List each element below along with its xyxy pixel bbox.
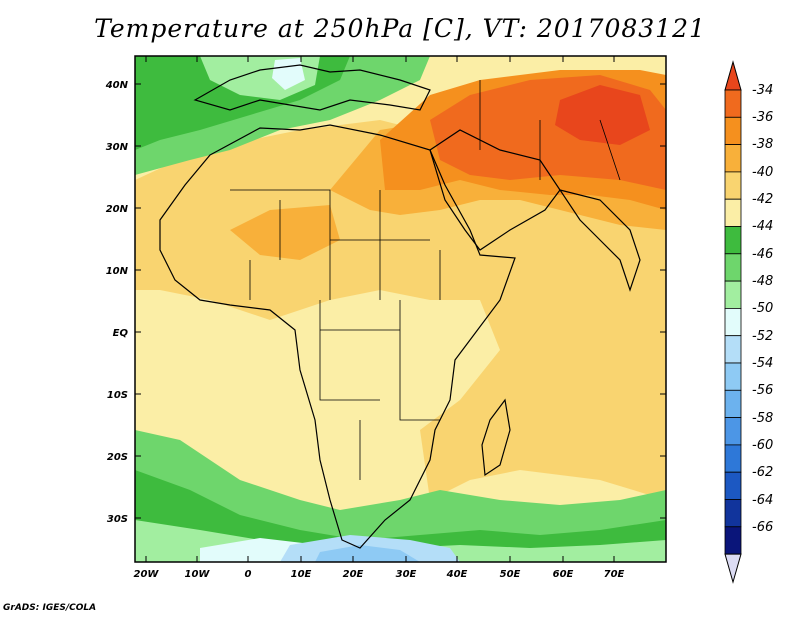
- lat-labels: 40N 30N 20N 10N EQ 10S 20S 30S: [105, 80, 129, 525]
- field-hottest-region: [555, 85, 650, 145]
- axis-ticks: [135, 56, 666, 562]
- lat-label: 10N: [106, 266, 129, 277]
- colorbar-swatch: [724, 471, 742, 500]
- lon-label: 60E: [553, 569, 574, 580]
- colorbar-level-label: -48: [752, 274, 773, 289]
- colorbar-level-label: -36: [752, 110, 773, 125]
- colorbar-level-label: -58: [752, 411, 773, 426]
- colorbar-level-label: -56: [752, 383, 773, 398]
- colorbar-swatch: [724, 526, 742, 555]
- colorbar-swatch: [724, 226, 742, 255]
- africa-coastline: [159, 124, 516, 549]
- lat-label: 10S: [107, 390, 128, 401]
- map-frame: [134, 55, 667, 563]
- colorbar-swatch: [724, 171, 742, 200]
- colorbar-level-label: -52: [752, 329, 773, 344]
- colorbar-swatch: [724, 389, 742, 418]
- temperature-field: [135, 56, 666, 562]
- lat-label: 20S: [107, 452, 128, 463]
- colorbar-bottom-arrow: [724, 553, 742, 584]
- lon-label: 20W: [134, 569, 160, 580]
- colorbar-level-label: -44: [752, 219, 773, 234]
- colorbar-top-arrow: [724, 60, 742, 91]
- colorbar-swatch: [724, 499, 742, 528]
- asia-coastline: [558, 189, 641, 292]
- colorbar-swatch: [724, 116, 742, 146]
- colorbar-swatch: [724, 253, 742, 282]
- lon-label: 10W: [185, 569, 211, 580]
- colorbar-swatch: [724, 444, 742, 473]
- lon-labels: 20W 10W 0 10E 20E 30E 40E 50E 60E 70E: [134, 569, 625, 580]
- coastlines: [159, 64, 641, 549]
- colorbar-level-label: -46: [752, 247, 773, 262]
- colorbar-level-label: -60: [752, 438, 773, 453]
- credit-text: GrADS: IGES/COLA: [3, 603, 97, 613]
- colorbar-level-label: -34: [752, 83, 773, 98]
- colorbar-swatch: [724, 198, 742, 227]
- arabia-coastline: [429, 129, 561, 251]
- lat-label: 30S: [107, 514, 128, 525]
- colorbar-swatch: [724, 144, 742, 173]
- colorbar-swatch: [724, 307, 742, 337]
- lon-label: 30E: [396, 569, 417, 580]
- madagascar-coastline: [481, 398, 511, 477]
- colorbar-swatch: [724, 89, 742, 118]
- map-title: Temperature at 250hPa [C], VT: 201708312…: [94, 14, 706, 43]
- lon-label: 40E: [446, 569, 468, 580]
- field-blue-south: [315, 545, 420, 562]
- lon-label: 20E: [343, 569, 364, 580]
- lon-label: 70E: [604, 569, 625, 580]
- colorbar-level-label: -54: [752, 356, 773, 371]
- border-lines: [230, 80, 621, 480]
- lon-label: 50E: [500, 569, 521, 580]
- lon-label: 10E: [291, 569, 312, 580]
- colorbar-swatch: [724, 280, 742, 309]
- colorbar-level-label: -50: [752, 301, 773, 316]
- colorbar-labels: -34 -36 -38 -40 -42 -44 -46 -48 -50 -52 …: [752, 83, 773, 535]
- colorbar-level-label: -62: [752, 465, 773, 480]
- colorbar-level-label: -38: [752, 137, 773, 152]
- lat-label: 40N: [105, 80, 129, 91]
- field-lightorange-patch: [230, 205, 340, 260]
- colorbar-swatch: [724, 417, 742, 446]
- lat-label: 20N: [106, 204, 129, 215]
- europe-coastline: [193, 64, 431, 111]
- colorbar: [724, 60, 742, 584]
- colorbar-level-label: -42: [752, 192, 773, 207]
- colorbar-level-label: -66: [752, 520, 773, 535]
- lon-label: 0: [245, 569, 252, 580]
- colorbar-swatch: [724, 362, 742, 391]
- lat-label: EQ: [113, 328, 129, 339]
- lat-label: 30N: [106, 142, 129, 153]
- colorbar-level-label: -64: [752, 493, 773, 508]
- colorbar-swatch: [724, 335, 742, 364]
- colorbar-level-label: -40: [752, 165, 773, 180]
